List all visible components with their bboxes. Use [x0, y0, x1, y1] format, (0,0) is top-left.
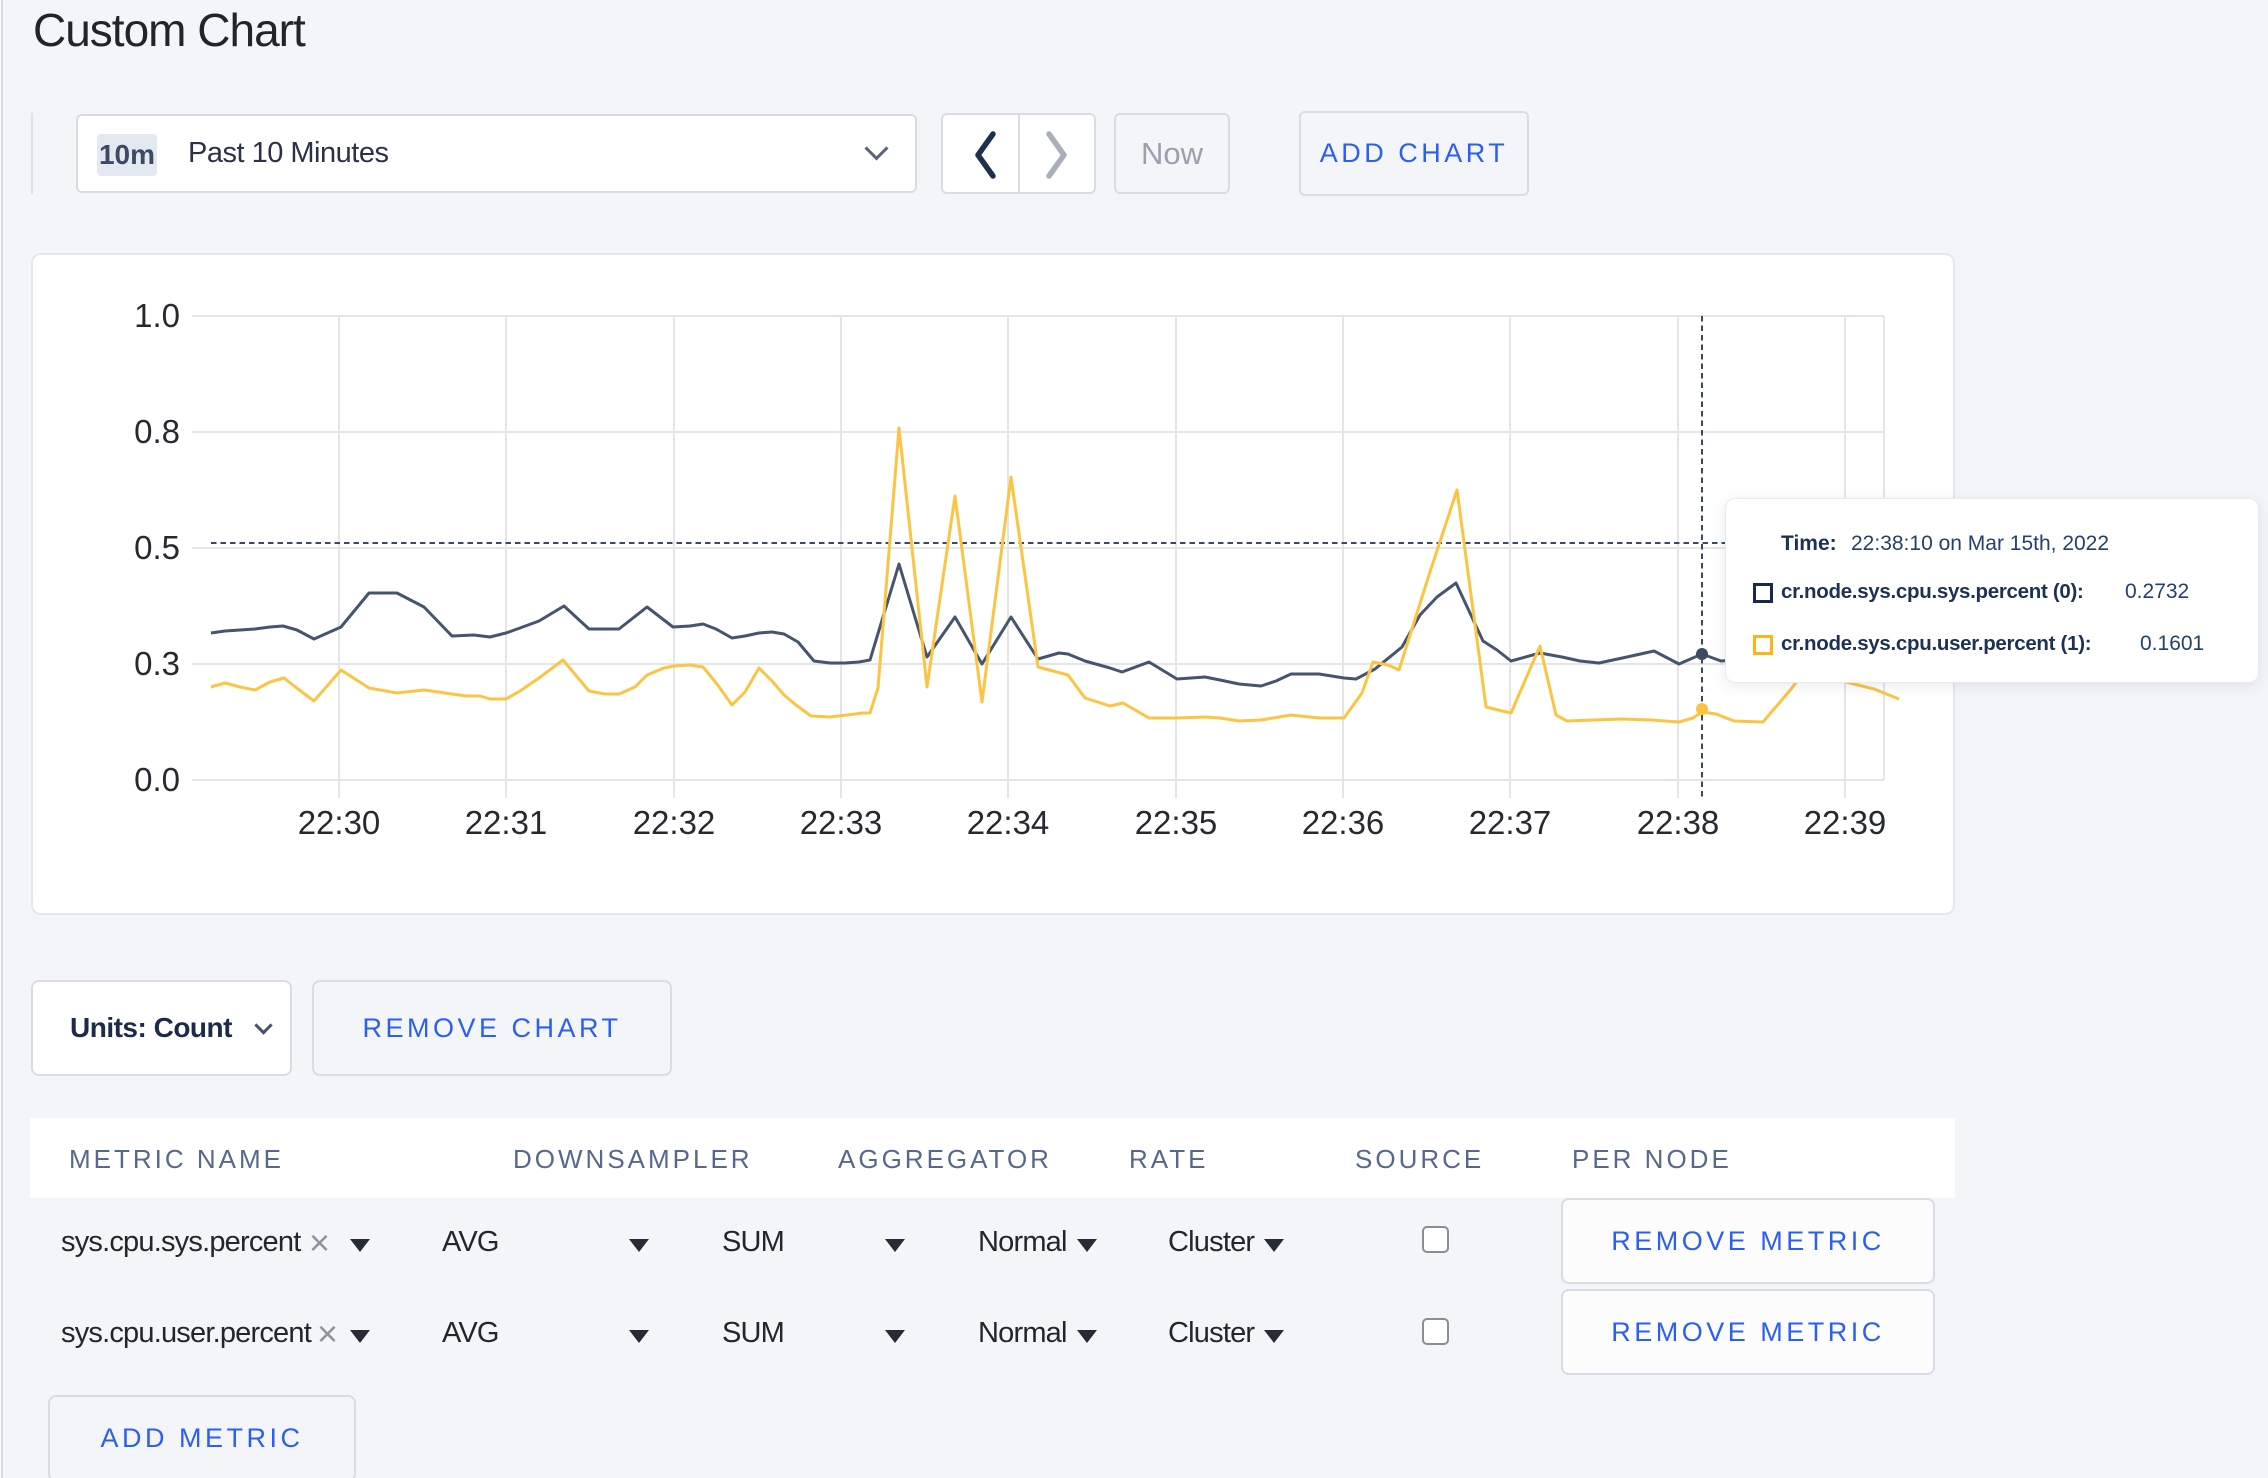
svg-text:0.5: 0.5: [134, 529, 180, 566]
svg-text:22:37: 22:37: [1469, 804, 1552, 841]
svg-text:1.0: 1.0: [134, 297, 180, 334]
svg-text:22:32: 22:32: [633, 804, 716, 841]
svg-text:0.8: 0.8: [134, 413, 180, 450]
svg-text:0.0: 0.0: [134, 761, 180, 798]
svg-text:0.3: 0.3: [134, 645, 180, 682]
svg-text:22:30: 22:30: [298, 804, 381, 841]
svg-text:22:38: 22:38: [1637, 804, 1720, 841]
svg-text:22:35: 22:35: [1135, 804, 1218, 841]
svg-text:22:36: 22:36: [1302, 804, 1385, 841]
svg-text:22:31: 22:31: [465, 804, 548, 841]
svg-text:22:39: 22:39: [1804, 804, 1887, 841]
svg-text:22:33: 22:33: [800, 804, 883, 841]
svg-text:22:34: 22:34: [967, 804, 1050, 841]
